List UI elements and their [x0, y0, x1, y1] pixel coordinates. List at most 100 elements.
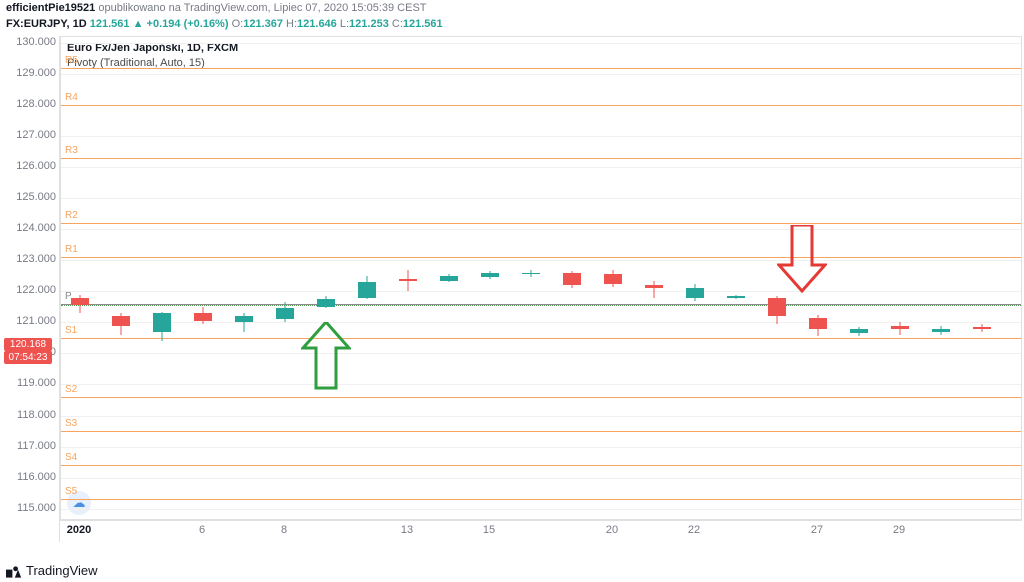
- h-label: H:: [286, 18, 297, 30]
- x-tick-label: 15: [483, 524, 495, 536]
- pivot-label: S5: [65, 486, 77, 497]
- gridline-h: [61, 291, 1021, 292]
- y-tick-label: 115.000: [0, 502, 56, 514]
- y-tick-label: 116.000: [0, 471, 56, 483]
- price-axis-label: 120.168: [4, 338, 52, 351]
- y-tick-label: 121.000: [0, 315, 56, 327]
- publish-meta: opublikowano na TradingView.com, Lipiec …: [98, 2, 426, 14]
- x-tick-label: 13: [401, 524, 413, 536]
- pivot-label: S4: [65, 452, 77, 463]
- y-tick-label: 127.000: [0, 129, 56, 141]
- gridline-h: [61, 509, 1021, 510]
- pivot-line: [61, 499, 1021, 500]
- candle-body: [194, 313, 212, 321]
- pivot-line: [61, 68, 1021, 69]
- gridline-h: [61, 43, 1021, 44]
- candle-body: [481, 273, 499, 278]
- gridline-h: [61, 167, 1021, 168]
- y-tick-label: 117.000: [0, 440, 56, 452]
- candle-body: [973, 327, 991, 329]
- gridline-h: [61, 74, 1021, 75]
- pivot-label: S3: [65, 418, 77, 429]
- y-tick-label: 118.000: [0, 409, 56, 421]
- x-tick-label: 20: [606, 524, 618, 536]
- candle-body: [645, 285, 663, 288]
- x-tick-label: 29: [893, 524, 905, 536]
- last-price: 121.561: [90, 18, 130, 30]
- pivot-label: R3: [65, 145, 78, 156]
- candle-body: [399, 279, 417, 281]
- candle-body: [71, 298, 89, 306]
- candle-body: [768, 298, 786, 317]
- pivot-label: R2: [65, 210, 78, 221]
- x-tick-label: 27: [811, 524, 823, 536]
- publish-header: efficientPie19521 opublikowano na Tradin…: [0, 0, 1024, 18]
- y-tick-label: 126.000: [0, 160, 56, 172]
- x-tick-label: 22: [688, 524, 700, 536]
- gridline-h: [61, 353, 1021, 354]
- gridline-h: [61, 478, 1021, 479]
- y-axis: 115.000116.000117.000118.000119.000120.0…: [0, 36, 60, 542]
- x-tick-label: 6: [199, 524, 205, 536]
- pivot-label: S2: [65, 384, 77, 395]
- gridline-h: [61, 416, 1021, 417]
- chart-container: 115.000116.000117.000118.000119.000120.0…: [0, 36, 1024, 542]
- pivot-line: [61, 223, 1021, 224]
- candle-body: [686, 288, 704, 297]
- o-label: O:: [232, 18, 244, 30]
- pivot-line: [61, 105, 1021, 106]
- c-value: 121.561: [403, 18, 443, 30]
- o-value: 121.367: [243, 18, 283, 30]
- y-tick-label: 125.000: [0, 191, 56, 203]
- username: efficientPie19521: [6, 2, 95, 14]
- pivot-line: [61, 465, 1021, 466]
- candle-body: [317, 299, 335, 307]
- candle-body: [276, 308, 294, 319]
- pivot-label: R5: [65, 55, 78, 66]
- symbol: FX:EURJPY, 1D: [6, 18, 87, 30]
- y-tick-label: 119.000: [0, 377, 56, 389]
- symbol-info-bar: FX:EURJPY, 1D 121.561 ▲ +0.194 (+0.16%) …: [0, 18, 1024, 36]
- gridline-h: [61, 322, 1021, 323]
- x-tick-label: 2020: [67, 524, 91, 536]
- candle-wick: [900, 322, 901, 334]
- candle-body: [727, 296, 745, 298]
- pivot-line: [61, 257, 1021, 258]
- y-tick-label: 129.000: [0, 67, 56, 79]
- candle-body: [235, 316, 253, 322]
- tradingview-icon: [6, 566, 22, 578]
- candle-body: [850, 329, 868, 334]
- candle-body: [809, 318, 827, 329]
- gridline-h: [61, 198, 1021, 199]
- y-tick-label: 130.000: [0, 36, 56, 48]
- candle-body: [522, 273, 540, 275]
- x-tick-label: 8: [281, 524, 287, 536]
- pivot-line: [61, 397, 1021, 398]
- gridline-h: [61, 384, 1021, 385]
- pivot-label: S1: [65, 325, 77, 336]
- arrow-up-annotation: [301, 322, 351, 392]
- y-tick-label: 124.000: [0, 222, 56, 234]
- arrow-down-annotation: [777, 225, 827, 295]
- l-value: 121.253: [349, 18, 389, 30]
- pivot-label: R4: [65, 92, 78, 103]
- current-price-line: [61, 305, 1021, 306]
- h-value: 121.646: [297, 18, 337, 30]
- brand-footer: TradingView: [6, 563, 98, 578]
- y-tick-label: 122.000: [0, 284, 56, 296]
- c-label: C:: [392, 18, 403, 30]
- gridline-h: [61, 260, 1021, 261]
- legend-sub: Pivoty (Traditional, Auto, 15): [67, 56, 238, 71]
- candle-wick: [654, 281, 655, 298]
- y-tick-label: 128.000: [0, 98, 56, 110]
- candle-body: [153, 313, 171, 332]
- price-change-pct: (+0.16%): [184, 18, 229, 30]
- gridline-h: [61, 229, 1021, 230]
- gridline-h: [61, 447, 1021, 448]
- plot-area[interactable]: Euro Fx/Jen Japoński, 1D, FXCM Pivoty (T…: [60, 36, 1022, 520]
- candle-body: [891, 326, 909, 329]
- countdown-axis-label: 07:54:23: [4, 351, 52, 364]
- l-label: L:: [340, 18, 349, 30]
- y-tick-label: 123.000: [0, 253, 56, 265]
- pivot-label: R1: [65, 244, 78, 255]
